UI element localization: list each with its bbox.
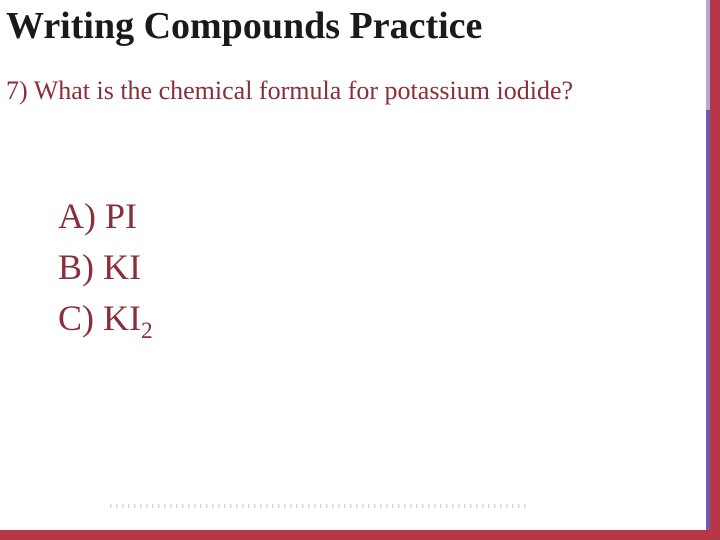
option-a-value: PI [105,196,137,236]
border-right [710,0,720,540]
option-a-label: A) [58,196,96,236]
border-accent [706,0,710,110]
option-c-label: C) [58,298,94,338]
option-b: B) KI [58,242,720,293]
option-b-value: KI [103,247,141,287]
option-a: A) PI [58,191,720,242]
slide: Writing Compounds Practice 7) What is th… [0,0,720,540]
page-title: Writing Compounds Practice [0,0,720,48]
decorative-dots [110,504,530,508]
options-list: A) PI B) KI C) KI2 [0,115,720,349]
option-c-value-base: KI [103,298,141,338]
option-c: C) KI2 [58,293,720,348]
option-b-label: B) [58,247,94,287]
question-text: 7) What is the chemical formula for pota… [0,48,720,115]
option-c-value-sub: 2 [141,319,153,345]
border-bottom [0,530,720,540]
